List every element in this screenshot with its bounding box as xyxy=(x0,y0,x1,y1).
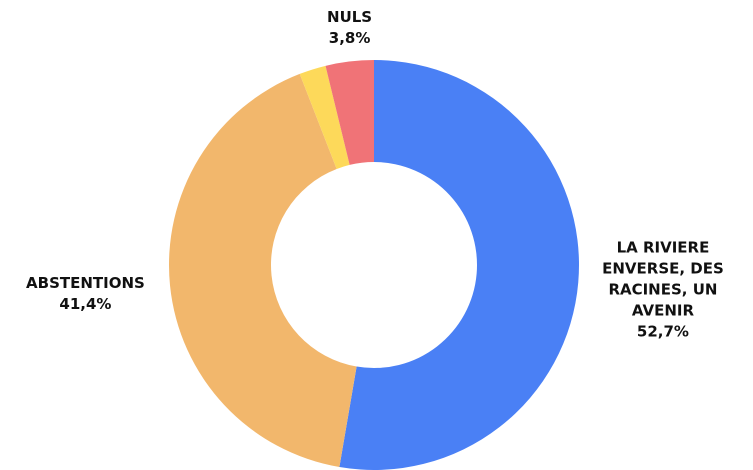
slice xyxy=(299,65,350,169)
slice xyxy=(169,73,357,468)
slice-label: ABSTENTIONS 41,4% xyxy=(5,273,165,315)
value-label: 52,7% xyxy=(636,322,689,341)
category-label: NULS xyxy=(327,8,373,26)
slice-label: LA RIVIERE ENVERSE, DES RACINES, UN AVEN… xyxy=(583,237,743,342)
value-label: 41,4% xyxy=(59,295,112,314)
category-label: ABSTENTIONS xyxy=(26,274,145,293)
slice xyxy=(339,60,580,470)
value-label: 3,8% xyxy=(328,29,371,47)
slice xyxy=(325,60,374,165)
slice-label: NULS 3,8% xyxy=(270,7,430,49)
category-label: LA RIVIERE ENVERSE, DES RACINES, UN AVEN… xyxy=(602,238,724,320)
